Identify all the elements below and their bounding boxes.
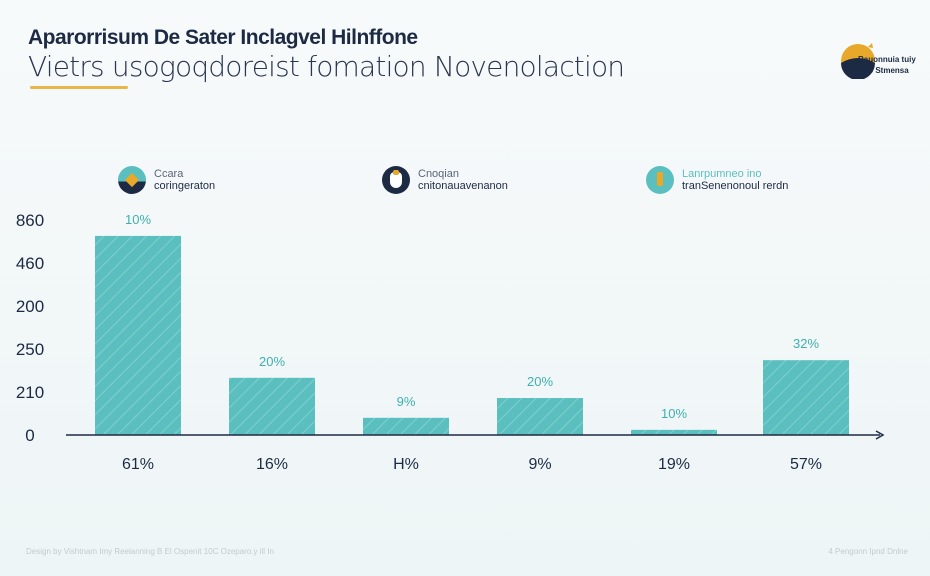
legend-label: coringeraton	[154, 180, 216, 192]
y-tick-label: 200	[16, 297, 44, 316]
x-tick-label: 19%	[658, 456, 690, 473]
title-underline	[30, 86, 128, 89]
logo-text-line2: Dao Stmensa	[858, 66, 909, 75]
legend-label-top: Lanrpumneo ino	[682, 168, 762, 180]
bar	[631, 429, 717, 435]
legend-label-top: Ccara	[154, 168, 184, 180]
x-tick-label: H%	[393, 456, 419, 473]
x-tick-label: 57%	[790, 456, 822, 473]
bar	[763, 360, 849, 435]
bar	[95, 235, 181, 435]
x-tick-label: 61%	[122, 456, 154, 473]
logo-text: Rauonnuia tuiy Dao Stmensa	[858, 54, 916, 76]
y-tick-label: 250	[16, 340, 44, 359]
legend-label: cnitonauavenanon	[418, 180, 508, 192]
bar	[497, 398, 583, 435]
footer-credit: Design by Vishtnam Imy Reelanning B El O…	[26, 547, 274, 556]
legend-item: Ccara coringeraton	[118, 166, 215, 194]
y-tick-label: 460	[16, 254, 44, 273]
x-axis-arrow	[875, 430, 885, 440]
chart-title: Aparorrisum De Sater Inclagvel Hilnffone	[28, 26, 418, 49]
legend-item: Cnoqian cnitonauavenanon	[382, 166, 508, 194]
y-tick-label: 0	[25, 426, 34, 445]
bar	[229, 377, 315, 435]
x-tick-label: 9%	[528, 456, 551, 473]
bar-data-label: 10%	[125, 212, 151, 227]
y-tick-label: 210	[16, 383, 44, 402]
bar	[363, 417, 449, 435]
hand-icon	[382, 166, 410, 194]
bar-data-label: 20%	[527, 374, 553, 389]
x-tick-label: 16%	[256, 456, 288, 473]
bar-data-label: 20%	[259, 354, 285, 369]
bar-data-label: 10%	[661, 406, 687, 421]
logo-text-line1: Rauonnuia tuiy	[858, 55, 916, 64]
legend-label-top: Cnoqian	[418, 168, 459, 180]
footer-source: 4 Pengonn Ipnd Dnlne	[828, 547, 908, 556]
coin-icon	[118, 166, 146, 194]
bar-data-label: 32%	[793, 336, 819, 351]
legend-label: tranSenenonoul rerdn	[682, 180, 789, 192]
bottle-icon	[646, 166, 674, 194]
chart-subtitle: Vietrs usogoqdoreist fomation Novenolact…	[28, 50, 625, 83]
bar-data-label: 9%	[397, 394, 416, 409]
y-tick-label: 860	[16, 211, 44, 230]
legend-item: Lanrpumneo ino tranSenenonoul rerdn	[646, 166, 788, 194]
logo-icon	[841, 43, 875, 79]
